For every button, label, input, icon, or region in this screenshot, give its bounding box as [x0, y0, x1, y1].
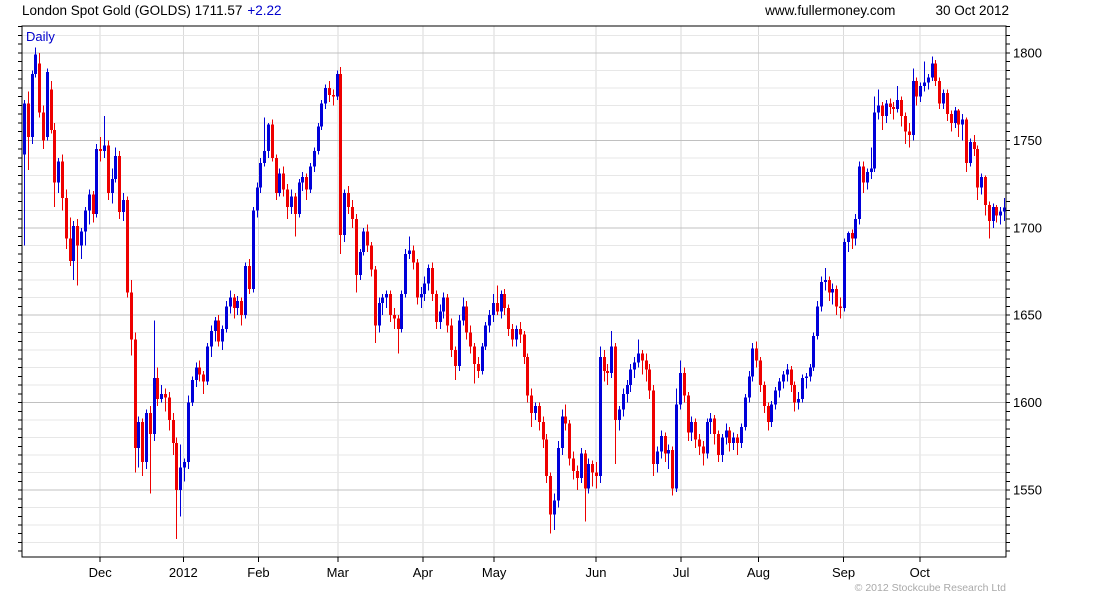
- svg-text:1800: 1800: [1013, 45, 1042, 60]
- svg-text:2012: 2012: [169, 565, 198, 580]
- x-axis-labels: Dec 2012 Feb Mar Apr May Jun Jul Aug Sep Oct: [89, 565, 931, 580]
- svg-text:Mar: Mar: [327, 565, 350, 580]
- x-axis-ticks: [99, 557, 921, 562]
- svg-text:1650: 1650: [1013, 308, 1042, 323]
- svg-text:Sep: Sep: [832, 565, 855, 580]
- svg-text:1600: 1600: [1013, 395, 1042, 410]
- svg-text:Aug: Aug: [747, 565, 770, 580]
- svg-text:Apr: Apr: [413, 565, 434, 580]
- svg-text:Jul: Jul: [673, 565, 690, 580]
- website-watermark: www.fullermoney.com: [765, 3, 896, 18]
- svg-text:1750: 1750: [1013, 133, 1042, 148]
- price-gridlines: [22, 34, 1006, 543]
- interval-label: Daily: [26, 29, 55, 44]
- candlesticks: [23, 47, 1006, 539]
- plot-border: [21, 25, 1007, 558]
- svg-text:1550: 1550: [1013, 483, 1042, 498]
- svg-text:May: May: [482, 565, 507, 580]
- copyright-notice: © 2012 Stockcube Research Ltd: [854, 582, 1006, 594]
- chart-header: London Spot Gold (GOLDS) 1711.57 +2.22: [22, 3, 282, 18]
- y-axis-ticks: [18, 26, 1010, 552]
- y-axis-labels: 1550 1600 1650 1700 1750 1800: [1013, 45, 1042, 497]
- chart-date: 30 Oct 2012: [935, 3, 1009, 18]
- svg-text:Jun: Jun: [586, 565, 607, 580]
- svg-text:Feb: Feb: [247, 565, 269, 580]
- svg-text:Dec: Dec: [89, 565, 113, 580]
- price-change: +2.22: [247, 3, 282, 18]
- instrument-title: London Spot Gold (GOLDS) 1711.57: [22, 3, 243, 18]
- svg-text:1700: 1700: [1013, 220, 1042, 235]
- chart-header-right: www.fullermoney.com 30 Oct 2012: [640, 3, 1009, 18]
- svg-text:Oct: Oct: [910, 565, 931, 580]
